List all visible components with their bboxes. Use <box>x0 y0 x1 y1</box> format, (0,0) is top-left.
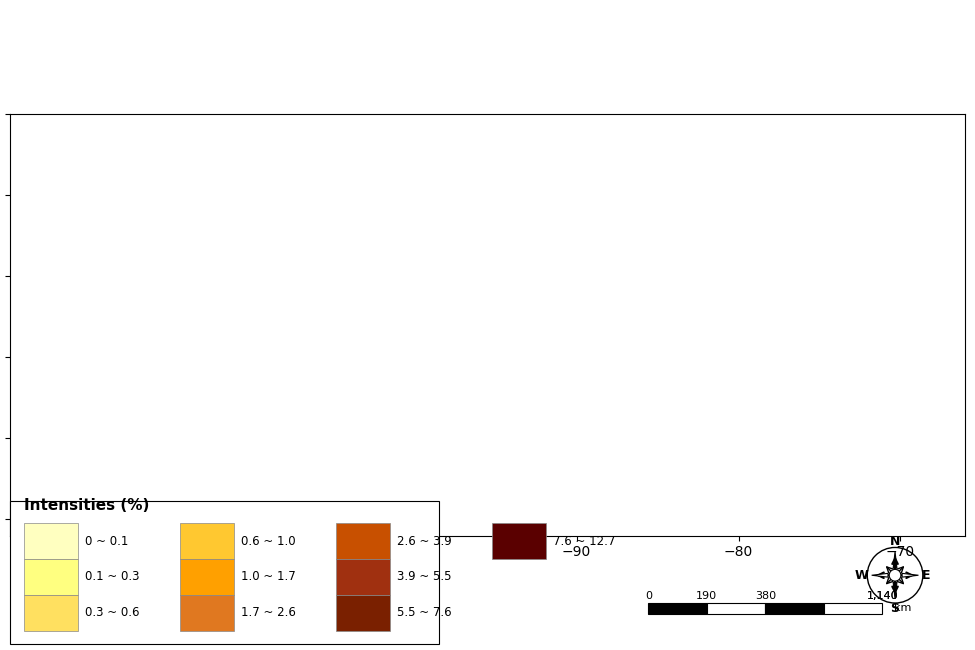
Polygon shape <box>872 573 888 577</box>
Text: 0: 0 <box>644 592 652 601</box>
Text: Intensities (%): Intensities (%) <box>24 499 150 514</box>
Text: 1,140: 1,140 <box>867 592 898 601</box>
Text: 1,140: 1,140 <box>867 592 898 601</box>
Text: 0.6 ~ 1.0: 0.6 ~ 1.0 <box>241 534 295 547</box>
Text: 3.9 ~ 5.5: 3.9 ~ 5.5 <box>397 571 451 584</box>
Text: km: km <box>894 603 912 614</box>
Text: 1.7 ~ 2.6: 1.7 ~ 2.6 <box>241 606 295 619</box>
Polygon shape <box>893 582 897 599</box>
Text: 0.1 ~ 0.3: 0.1 ~ 0.3 <box>85 571 139 584</box>
Text: 2.6 ~ 3.9: 2.6 ~ 3.9 <box>397 534 451 547</box>
Text: 7.6 ~ 12.7: 7.6 ~ 12.7 <box>553 534 615 547</box>
Text: N: N <box>890 536 900 549</box>
Text: 5.5 ~ 7.6: 5.5 ~ 7.6 <box>397 606 451 619</box>
Text: 0 ~ 0.1: 0 ~ 0.1 <box>85 534 128 547</box>
Text: S: S <box>890 602 900 615</box>
Text: W: W <box>854 569 868 582</box>
Text: 380: 380 <box>755 592 776 601</box>
Text: 0.3 ~ 0.6: 0.3 ~ 0.6 <box>85 606 139 619</box>
Circle shape <box>889 569 901 581</box>
Text: 1.0 ~ 1.7: 1.0 ~ 1.7 <box>241 571 295 584</box>
Text: 190: 190 <box>696 592 718 601</box>
Text: E: E <box>922 569 930 582</box>
Polygon shape <box>893 552 897 568</box>
Polygon shape <box>902 573 918 577</box>
